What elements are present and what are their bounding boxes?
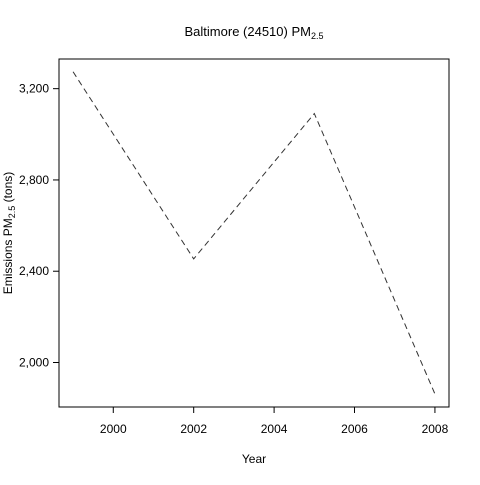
series-line: [72, 71, 436, 395]
x-tick-label: 2006: [341, 422, 368, 436]
x-tick-label: 2000: [100, 422, 127, 436]
y-tick-label: 2,800: [19, 173, 49, 187]
x-tick-label: 2004: [261, 422, 288, 436]
y-axis: 2,000 2,400 2,800 3,200: [19, 82, 59, 370]
y-tick-label: 2,400: [19, 264, 49, 278]
chart-title-main: Baltimore (24510) PM: [185, 24, 311, 39]
y-axis-label-suffix: (tons): [1, 172, 15, 206]
y-tick-label: 2,000: [19, 356, 49, 370]
y-tick-label: 3,200: [19, 82, 49, 96]
y-axis-label: Emissions PM2.5 (tons): [1, 172, 17, 295]
y-axis-label-subscript: 2.5: [7, 206, 17, 219]
y-axis-label-prefix: Emissions PM: [1, 218, 15, 294]
x-tick-label: 2008: [422, 422, 449, 436]
x-axis-label: Year: [242, 452, 266, 466]
plot-area-frame: [58, 58, 450, 408]
series-layer: [72, 71, 436, 395]
x-tick-label: 2002: [180, 422, 207, 436]
chart-title: Baltimore (24510) PM2.5: [185, 24, 324, 41]
chart-title-subscript: 2.5: [311, 31, 324, 41]
x-axis: 2000 2002 2004 2006 2008: [100, 407, 449, 436]
